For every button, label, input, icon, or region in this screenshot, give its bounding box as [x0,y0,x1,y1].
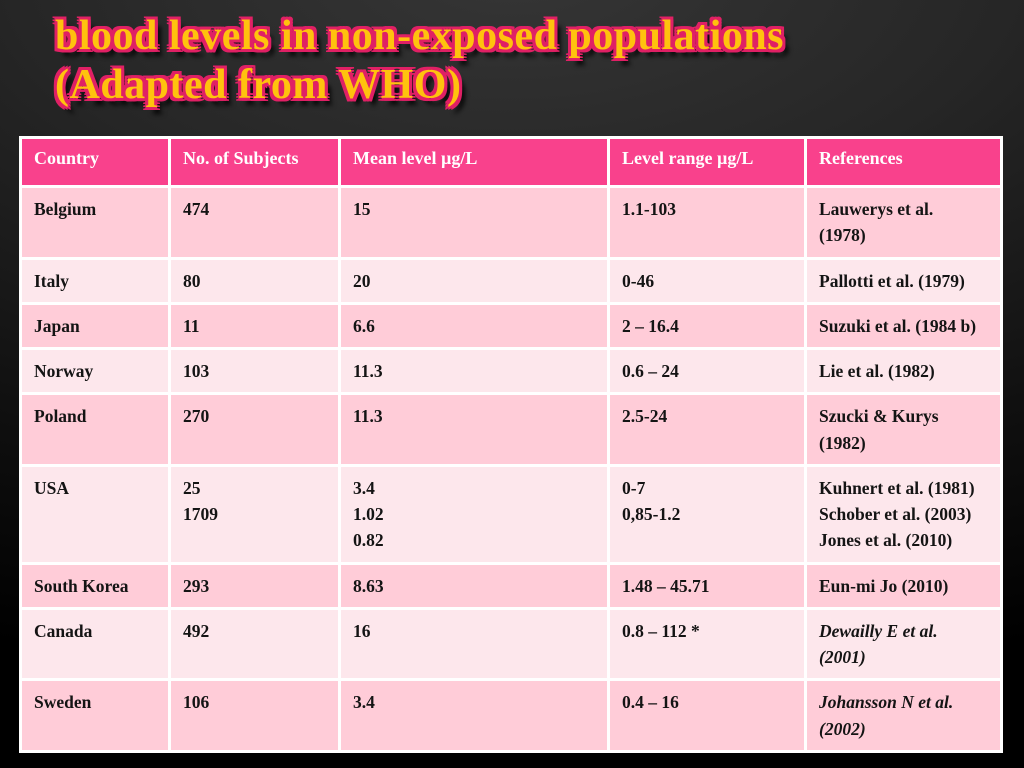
column-header-mean-level: Mean level µg/L [338,136,610,188]
cell-references: Dewailly E et al. (2001) [804,606,1003,682]
column-header-country: Country [19,136,171,188]
cell-mean-level: 11.3 [338,346,610,396]
cell-references: Lauwerys et al. (1978) [804,185,1003,260]
cell-subjects: 293 [168,561,341,610]
cell-subjects: 492 [168,606,341,682]
cell-mean-level: 8.63 [338,561,610,610]
cell-country: South Korea [19,561,171,610]
cell-references: Johansson N et al. (2002) [804,678,1003,753]
cell-level-range: 2.5-24 [607,392,807,467]
table-row: Norway 103 11.3 0.6 – 24 Lie et al. (198… [19,346,1003,396]
cell-references: Lie et al. (1982) [804,346,1003,396]
cell-references: Szucki & Kurys (1982) [804,392,1003,467]
table-header: Country No. of Subjects Mean level µg/L … [19,136,1003,188]
cell-country: Belgium [19,185,171,260]
table-body: Belgium 474 15 1.1-103 Lauwerys et al. (… [19,185,1003,753]
cell-subjects: 270 [168,392,341,467]
table-row: Canada 492 16 0.8 – 112 * Dewailly E et … [19,606,1003,682]
title-line-2: (Adapted from WHO) [55,62,462,109]
cell-mean-level: 3.4 [338,678,610,753]
cell-country: Norway [19,346,171,396]
cell-country: Italy [19,256,171,305]
cell-country: Japan [19,301,171,351]
cell-references: Suzuki et al. (1984 b) [804,301,1003,351]
cell-references: Kuhnert et al. (1981) Schober et al. (20… [804,463,1003,565]
column-header-level-range: Level range µg/L [607,136,807,188]
table-row: USA 25 1709 3.4 1.02 0.82 0-7 0,85-1.2 K… [19,463,1003,565]
cell-subjects: 80 [168,256,341,305]
cell-country: USA [19,463,171,565]
table-row: Sweden 106 3.4 0.4 – 16 Johansson N et a… [19,678,1003,753]
blood-levels-table: Country No. of Subjects Mean level µg/L … [19,136,1003,753]
cell-mean-level: 3.4 1.02 0.82 [338,463,610,565]
header-row: Country No. of Subjects Mean level µg/L … [19,136,1003,188]
cell-country: Sweden [19,678,171,753]
table-row: South Korea 293 8.63 1.48 – 45.71 Eun-mi… [19,561,1003,610]
cell-level-range: 0-46 [607,256,807,305]
column-header-subjects: No. of Subjects [168,136,341,188]
cell-country: Canada [19,606,171,682]
cell-subjects: 103 [168,346,341,396]
cell-subjects: 474 [168,185,341,260]
cell-level-range: 0.6 – 24 [607,346,807,396]
column-header-references: References [804,136,1003,188]
cell-references: Eun-mi Jo (2010) [804,561,1003,610]
table-row: Italy 80 20 0-46 Pallotti et al. (1979) [19,256,1003,305]
cell-level-range: 0-7 0,85-1.2 [607,463,807,565]
cell-level-range: 0.4 – 16 [607,678,807,753]
cell-mean-level: 16 [338,606,610,682]
cell-mean-level: 20 [338,256,610,305]
cell-level-range: 1.1-103 [607,185,807,260]
cell-level-range: 1.48 – 45.71 [607,561,807,610]
cell-references: Pallotti et al. (1979) [804,256,1003,305]
table-row: Japan 11 6.6 2 – 16.4 Suzuki et al. (198… [19,301,1003,351]
cell-subjects: 11 [168,301,341,351]
cell-mean-level: 11.3 [338,392,610,467]
cell-level-range: 0.8 – 112 * [607,606,807,682]
table-row: Belgium 474 15 1.1-103 Lauwerys et al. (… [19,185,1003,260]
cell-level-range: 2 – 16.4 [607,301,807,351]
slide-title: blood levels in non-exposed populations … [55,12,784,110]
cell-mean-level: 6.6 [338,301,610,351]
cell-country: Poland [19,392,171,467]
cell-mean-level: 15 [338,185,610,260]
title-line-1: blood levels in non-exposed populations [55,13,785,59]
table-row: Poland 270 11.3 2.5-24 Szucki & Kurys (1… [19,392,1003,467]
cell-subjects: 25 1709 [168,463,341,565]
cell-subjects: 106 [168,678,341,753]
